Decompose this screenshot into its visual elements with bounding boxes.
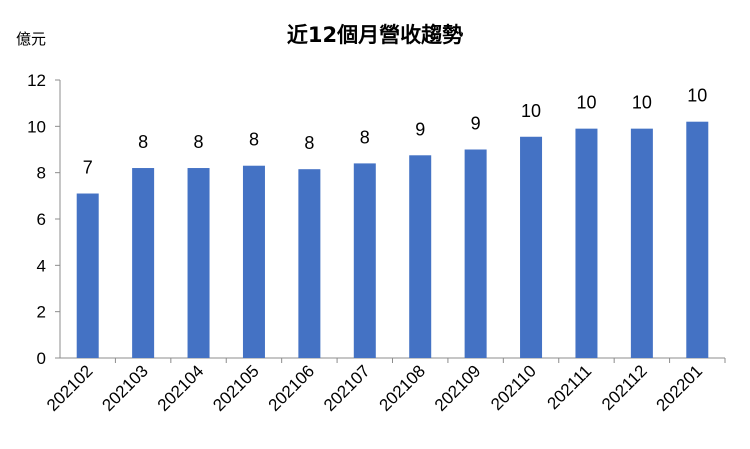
bar-202112: [630, 128, 653, 358]
x-tick-label: 202111: [544, 361, 596, 413]
data-label: 9: [415, 119, 425, 139]
y-tick-label: 8: [37, 164, 46, 183]
x-tick-label: 202102: [43, 361, 97, 415]
y-tick-label: 4: [37, 256, 46, 275]
y-tick-label: 6: [37, 210, 46, 229]
x-tick-label: 202110: [487, 361, 540, 414]
bar-202108: [409, 155, 432, 358]
bar-202107: [353, 163, 376, 358]
data-label: 8: [249, 130, 259, 150]
x-tick-label: 202104: [154, 361, 208, 415]
data-label: 7: [83, 158, 93, 178]
data-label: 10: [521, 101, 541, 121]
bar-202201: [686, 121, 709, 358]
data-label: 8: [138, 132, 148, 152]
bar-202103: [132, 168, 155, 358]
x-tick-label: 202103: [98, 361, 152, 415]
y-tick-label: 2: [37, 303, 46, 322]
data-label: 9: [471, 114, 481, 134]
data-label: 10: [632, 93, 652, 113]
y-tick-label: 10: [27, 117, 46, 136]
bar-202110: [520, 136, 543, 358]
data-label: 10: [687, 86, 707, 106]
y-axis-unit-label: 億元: [16, 30, 46, 48]
x-tick-label: 202109: [431, 361, 485, 415]
bar-202104: [187, 168, 210, 358]
chart-title: 近12個月營收趨勢: [287, 23, 463, 47]
x-tick-label: 202112: [598, 361, 651, 414]
y-tick-label: 12: [27, 71, 46, 90]
bar-202102: [76, 193, 99, 358]
bar-202106: [298, 169, 321, 358]
x-tick-label: 202108: [375, 361, 429, 415]
x-tick-label: 202107: [320, 361, 374, 415]
bar-202111: [575, 128, 598, 358]
bar-202109: [464, 149, 487, 358]
x-tick-label: 202106: [265, 361, 319, 415]
y-tick-label: 0: [37, 349, 46, 368]
x-tick-label: 202105: [209, 361, 263, 415]
data-label: 10: [576, 93, 596, 113]
data-label: 8: [360, 127, 370, 147]
data-label: 8: [304, 133, 314, 153]
data-label: 8: [194, 132, 204, 152]
x-tick-label: 202201: [653, 361, 707, 415]
bar-202105: [242, 165, 265, 358]
